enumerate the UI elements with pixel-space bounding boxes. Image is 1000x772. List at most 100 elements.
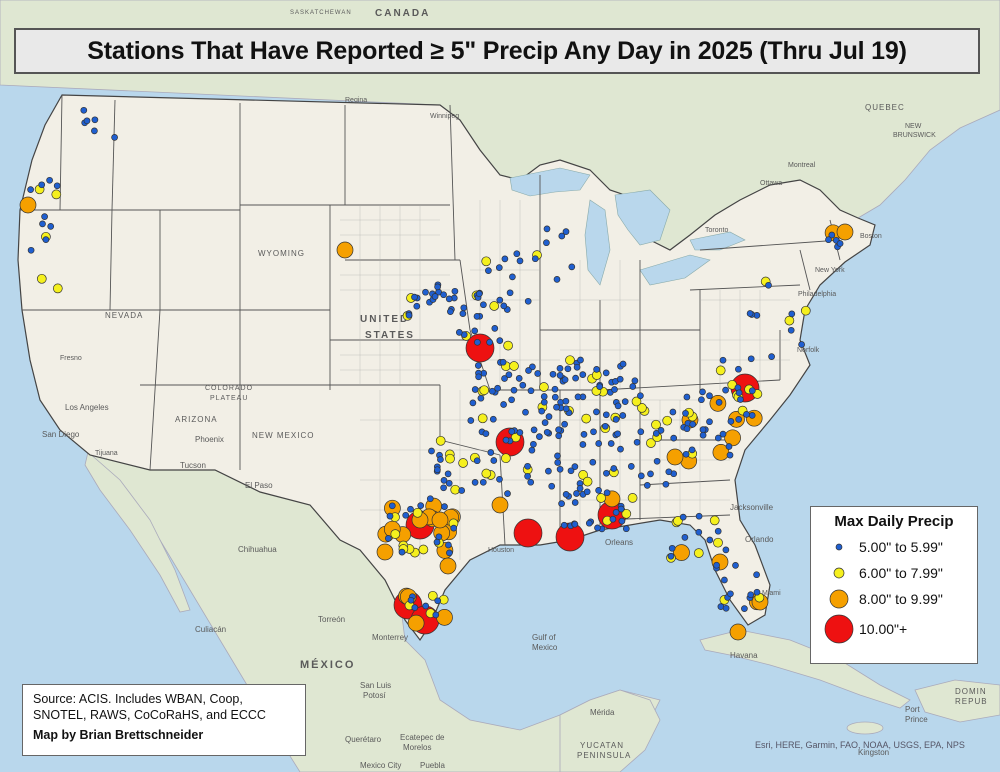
great-lakes	[509, 167, 746, 286]
station-marker	[602, 411, 610, 419]
station-marker	[513, 518, 543, 548]
station-marker	[594, 524, 601, 532]
station-marker	[556, 365, 564, 372]
station-marker	[459, 310, 467, 317]
label-nb1: NEW	[905, 123, 922, 130]
label-queretaro: Querétaro	[345, 735, 382, 744]
station-marker	[543, 239, 550, 247]
label-peninsula: PENINSULA	[577, 751, 631, 760]
station-marker	[715, 365, 726, 376]
station-marker	[515, 375, 523, 382]
station-marker	[673, 516, 683, 526]
station-marker	[479, 385, 490, 396]
station-marker	[614, 430, 621, 438]
station-marker	[522, 408, 529, 416]
station-marker	[487, 449, 495, 456]
station-marker	[541, 419, 549, 426]
station-marker	[784, 315, 795, 326]
station-marker	[527, 387, 535, 395]
station-marker	[444, 470, 452, 478]
station-marker	[556, 465, 564, 473]
station-marker	[91, 116, 99, 124]
station-marker	[618, 517, 626, 525]
station-marker	[753, 588, 761, 596]
station-marker	[540, 393, 548, 400]
station-marker	[437, 456, 444, 463]
station-marker	[500, 302, 508, 310]
label-nevada: NEVADA	[105, 311, 143, 320]
station-marker	[788, 310, 796, 318]
station-marker	[651, 419, 661, 430]
station-marker	[631, 396, 642, 407]
station-marker	[474, 362, 482, 369]
station-marker	[573, 363, 581, 371]
station-marker	[719, 430, 727, 438]
station-marker	[619, 360, 627, 368]
legend-marker-red	[824, 614, 854, 644]
station-marker	[446, 549, 453, 557]
station-marker	[440, 477, 448, 484]
station-marker	[479, 478, 487, 486]
station-marker	[91, 127, 98, 135]
station-marker	[451, 287, 459, 295]
station-marker	[665, 468, 673, 476]
station-marker	[595, 440, 603, 447]
station-marker	[565, 355, 575, 366]
label-morelos: Morelos	[403, 743, 431, 752]
station-marker	[510, 386, 518, 394]
station-marker	[407, 505, 414, 513]
station-marker	[412, 507, 423, 518]
station-marker	[568, 263, 576, 271]
label-kingston: Kingston	[858, 748, 889, 757]
station-marker	[571, 520, 579, 528]
station-marker	[441, 503, 448, 510]
station-marker	[402, 511, 410, 519]
station-marker	[551, 385, 559, 393]
station-marker	[706, 392, 713, 400]
station-marker	[609, 515, 617, 523]
station-marker	[554, 452, 561, 460]
station-marker	[619, 412, 627, 419]
label-arizona: ARIZONA	[175, 415, 218, 424]
station-marker	[540, 398, 548, 406]
station-marker	[27, 246, 35, 254]
station-marker	[47, 223, 55, 230]
station-marker	[800, 305, 811, 316]
station-marker	[513, 250, 521, 258]
station-marker	[721, 576, 728, 584]
station-marker	[581, 413, 592, 424]
legend-label: 6.00" to 7.99"	[859, 565, 943, 581]
map-labels: CANADA SASKATCHEWAN Regina Winnipeg QUEB…	[42, 8, 987, 770]
station-marker	[715, 399, 723, 406]
station-marker	[503, 340, 513, 351]
station-marker	[458, 487, 466, 494]
station-marker	[724, 429, 741, 447]
label-havana: Havana	[730, 651, 758, 660]
station-marker	[735, 389, 743, 397]
station-marker	[726, 451, 734, 459]
station-marker	[53, 182, 61, 190]
legend-marker-orange	[829, 589, 849, 609]
station-marker	[607, 440, 615, 447]
legend-label: 5.00" to 5.99"	[859, 539, 943, 555]
station-marker	[501, 453, 511, 464]
label-san-luis: San Luis	[360, 681, 391, 690]
label-fresno: Fresno	[60, 355, 82, 362]
station-marker	[388, 502, 396, 510]
station-marker	[405, 311, 413, 319]
station-marker	[699, 388, 706, 396]
station-marker	[473, 313, 481, 320]
station-marker	[667, 552, 675, 560]
station-marker	[596, 383, 604, 390]
station-marker	[652, 430, 660, 437]
station-marker	[706, 418, 713, 426]
label-regina: Regina	[345, 97, 367, 104]
station-marker	[836, 223, 854, 241]
station-marker	[695, 528, 703, 536]
label-miami: Miami	[762, 590, 781, 597]
station-marker	[729, 623, 747, 641]
station-marker	[579, 371, 587, 378]
label-potosi: Potosí	[363, 691, 386, 700]
station-marker	[741, 605, 748, 612]
station-marker	[422, 602, 430, 610]
